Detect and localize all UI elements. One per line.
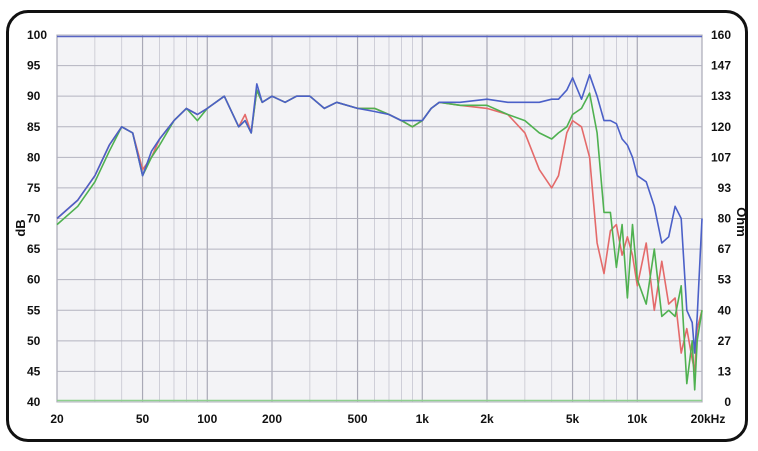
x-tick-label: 2k [480, 412, 494, 426]
y-tick-label: 40 [27, 395, 41, 409]
y-tick-label: 65 [27, 242, 41, 256]
y2-tick-label: 120 [711, 120, 731, 134]
y-tick-label: 85 [27, 120, 41, 134]
y2-tick-label: 40 [718, 303, 732, 317]
y2-axis-title: Ohm [734, 207, 749, 237]
y2-tick-label: 0 [724, 395, 731, 409]
y-tick-label: 55 [27, 303, 41, 317]
x-tick-label: 50 [136, 412, 150, 426]
y2-tick-label: 13 [718, 364, 732, 378]
x-tick-label: 20 [50, 412, 64, 426]
y2-tick-label: 53 [718, 273, 732, 287]
series-line-3 [56, 74, 703, 354]
y-axis-title: dB [13, 219, 28, 236]
y2-tick-label: 160 [711, 28, 731, 42]
y-tick-label: 75 [27, 181, 41, 195]
x-tick-label: 10k [627, 412, 647, 426]
y-tick-label: 80 [27, 150, 41, 164]
y2-tick-label: 133 [711, 89, 731, 103]
y-tick-label: 70 [27, 212, 41, 226]
x-tick-label: 500 [348, 412, 368, 426]
y2-tick-label: 27 [718, 334, 732, 348]
y-tick-label: 50 [27, 334, 41, 348]
y-tick-label: 60 [27, 273, 41, 287]
y2-tick-label: 147 [711, 59, 731, 73]
x-tick-label: 1k [416, 412, 430, 426]
y-tick-label: 95 [27, 59, 41, 73]
y2-tick-label: 80 [718, 212, 732, 226]
y-tick-label: 90 [27, 89, 41, 103]
x-tick-label: 20kHz [691, 412, 726, 426]
x-tick-label: 100 [197, 412, 217, 426]
y2-tick-label: 107 [711, 150, 731, 164]
y-tick-label: 45 [27, 364, 41, 378]
x-tick-label: 5k [566, 412, 580, 426]
y-tick-label: 100 [27, 28, 47, 42]
y2-tick-label: 67 [718, 242, 732, 256]
y2-tick-label: 93 [718, 181, 732, 195]
x-tick-label: 200 [262, 412, 282, 426]
